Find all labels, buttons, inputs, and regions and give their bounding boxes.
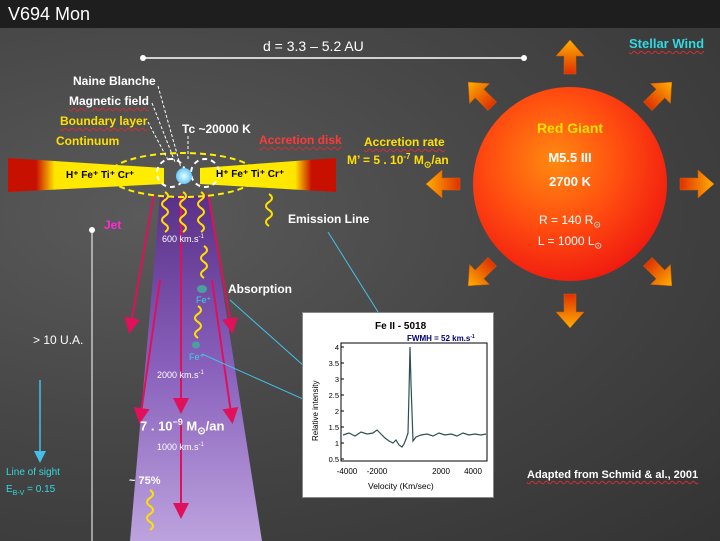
red-giant-text: Red Giant M5.5 III 2700 K R = 140 R⊙ L =…: [474, 88, 666, 280]
extinction-sub: B-V: [12, 490, 25, 497]
speed-600-label: 600 km.s-1: [162, 234, 204, 244]
jet-cone: [130, 196, 262, 541]
speed-600-exp: -1: [198, 234, 204, 240]
speed-1000-value: 1000 km.s: [157, 442, 199, 452]
spectrum-line: [342, 346, 487, 448]
red-giant-name: Red Giant: [536, 120, 604, 136]
temperature-label: Tc ~20000 K: [182, 122, 251, 136]
accretion-rate-exp: -7: [403, 152, 411, 161]
x-tick-label: -4000: [337, 467, 358, 476]
red-giant-type: M5.5 III: [548, 150, 592, 165]
spectrum-x-ticks: -4000 -2000 2000 4000: [337, 467, 483, 476]
spectrum-fwhm-value: FWMH = 52 km.s: [407, 334, 471, 343]
sun-symbol-3: ⊙: [593, 219, 601, 230]
y-tick-label: 3: [335, 375, 339, 384]
accretion-disk-label: Accretion disk: [259, 133, 342, 147]
spectrum-xlabel: Velocity (Km/sec): [368, 481, 434, 491]
fe-plus-label-1: Fe⁺: [196, 295, 212, 305]
red-giant-radius: R = 140 R⊙: [474, 213, 666, 230]
y-tick-label: 2: [335, 407, 339, 416]
spectrum-title: Fe II - 5018: [375, 321, 427, 332]
y-tick-label: 1: [335, 439, 339, 448]
height-label: > 10 U.A.: [33, 333, 84, 347]
speed-2000-value: 2000 km.s: [157, 370, 199, 380]
mass-loss-label: 7 . 10−9 M⊙/an: [140, 417, 224, 437]
accretion-rate-label: Accretion rate: [364, 135, 445, 149]
label-pointers: [147, 85, 189, 169]
jet-label: Jet: [104, 218, 122, 232]
mass-loss-suffix: /an: [205, 418, 225, 434]
mass-loss-prefix: 7 . 10: [140, 418, 173, 434]
stellar-wind-label: Stellar Wind: [629, 36, 705, 51]
red-giant-temp: 2700 K: [549, 174, 591, 189]
red-giant-lum: L = 1000 L⊙: [474, 234, 666, 251]
fe-blob-1: [197, 285, 207, 293]
y-tick-label: 3.5: [329, 359, 339, 368]
distance-label: d = 3.3 – 5.2 AU: [263, 38, 364, 54]
x-tick-label: -2000: [367, 467, 388, 476]
spectrum-y-ticks: 0.5 1 1.5 2 2.5 3 3.5 4: [329, 343, 344, 464]
continuum-label: Continuum: [56, 134, 120, 148]
sun-symbol-1: ⊙: [423, 159, 432, 170]
naine-blanche-label: Naine Blanche: [73, 74, 156, 88]
magnetic-field-right: [190, 158, 220, 188]
spectrum-fwhm-exp: -1: [470, 334, 475, 340]
photon-waves: [146, 191, 273, 531]
white-dwarf: [176, 168, 192, 184]
sun-symbol-4: ⊙: [594, 240, 603, 251]
mass-loss-unit: M: [186, 418, 198, 434]
spectrum-fwhm: FWMH = 52 km.s-1: [407, 334, 475, 343]
boundary-ellipse: [108, 152, 258, 198]
percent-label: ~ 75%: [129, 475, 161, 487]
ions-right-label: H⁺ Fe⁺ Ti⁺ Cr⁺: [216, 169, 285, 180]
accretion-rate-value: M’ = 5 . 10-7 M⊙/an: [347, 152, 449, 170]
page-title: V694 Mon: [8, 4, 91, 24]
y-tick-label: 4: [335, 343, 339, 352]
red-giant-radius-value: R = 140 R: [539, 213, 594, 227]
y-tick-label: 2.5: [329, 391, 339, 400]
x-tick-label: 4000: [464, 467, 482, 476]
boundary-layer-label: Boundary layer: [60, 114, 148, 128]
speed-1000-exp: -1: [198, 442, 204, 448]
mass-loss-exp: −9: [172, 417, 183, 427]
red-giant-star: [473, 87, 667, 281]
absorption-label: Absorption: [228, 282, 292, 296]
fe-blob-2: [192, 341, 200, 349]
x-tick-label: 2000: [432, 467, 450, 476]
adapted-credit: Adapted from Schmid & al., 2001: [527, 469, 699, 481]
stellar-wind-arrows: [425, 39, 715, 329]
line-of-sight-label: Line of sight: [6, 467, 60, 478]
speed-1000-label: 1000 km.s-1: [157, 442, 204, 452]
title-bar: V694 Mon: [0, 0, 720, 28]
distance-line: [140, 55, 527, 61]
y-tick-label: 1.5: [329, 423, 339, 432]
y-tick-label: 0.5: [329, 455, 339, 464]
spectrum-frame: [340, 342, 488, 462]
speed-600-value: 600 km.s: [162, 234, 199, 244]
speed-2000-exp: -1: [198, 370, 204, 376]
extinction-label: EB-V = 0.15: [6, 484, 55, 497]
spectrum-inset: 0.5 1 1.5 2 2.5 3 3.5 4 -4000 -2000 2000 4000 Fe I…: [302, 312, 494, 498]
height-scale: [89, 227, 95, 541]
accretion-disk: [8, 158, 336, 192]
accretion-rate-unit: M: [413, 153, 424, 167]
emission-line-label: Emission Line: [288, 212, 370, 226]
sun-symbol-2: ⊙: [197, 425, 206, 437]
magnetic-field-label: Magnetic field: [69, 94, 150, 108]
speed-2000-label: 2000 km.s-1: [157, 370, 204, 380]
accretion-rate-suffix: /an: [431, 153, 449, 167]
spectrum-ylabel: Relative intensity: [311, 381, 320, 441]
spectrum-plot: 0.5 1 1.5 2 2.5 3 3.5 4 -4000 -2000 2000 4000 Fe I…: [311, 321, 488, 491]
extinction-value: = 0.15: [24, 484, 56, 495]
ions-left-label: H⁺ Fe⁺ Ti⁺ Cr⁺: [66, 170, 135, 181]
accretion-rate-prefix: M’ = 5 . 10: [347, 153, 404, 167]
fe-plus-label-2: Fe⁺: [189, 352, 205, 362]
jet-flow-arrows: [124, 193, 239, 519]
red-giant-lum-value: L = 1000 L: [537, 234, 595, 248]
extinction-e: E: [6, 484, 13, 495]
